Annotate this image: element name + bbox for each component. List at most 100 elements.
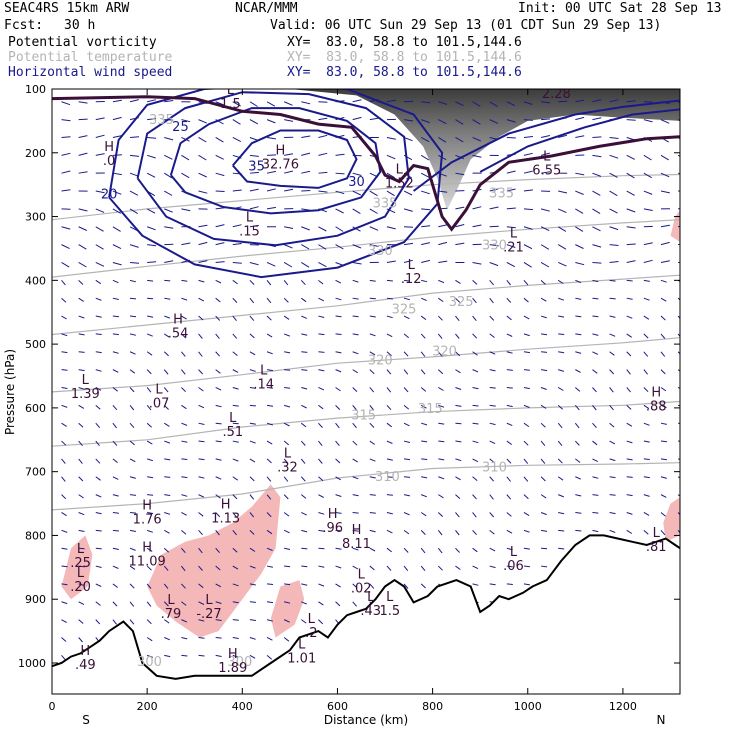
wind-vector: [557, 226, 567, 232]
wind-vector: [369, 117, 379, 121]
extremum-value: 1.13: [211, 511, 240, 526]
wind-vector: [455, 494, 461, 499]
wind-vector: [318, 134, 328, 138]
wind-vector: [369, 529, 376, 533]
wind-vector: [438, 241, 448, 246]
wind-vector: [232, 224, 242, 228]
wind-vector: [164, 154, 173, 160]
wind-vector: [540, 422, 546, 428]
forecast-label: Fcst:: [4, 18, 44, 33]
wind-vector: [61, 655, 66, 661]
wind-vector: [335, 244, 344, 250]
wind-vector: [369, 458, 376, 462]
wind-vector: [472, 333, 478, 339]
wind-vector: [249, 188, 259, 192]
wind-vector: [575, 333, 582, 336]
wind-vector: [506, 404, 513, 408]
wind-vector: [352, 405, 357, 411]
wind-vector: [592, 529, 599, 533]
theta-contour-335: [52, 173, 680, 221]
extremum-value: 2.28: [542, 87, 571, 102]
wind-vector: [472, 458, 479, 463]
wind-vector: [592, 387, 597, 393]
wind-vector: [541, 333, 548, 336]
extremum-marker: L: [77, 542, 85, 557]
wind-vector: [609, 494, 616, 496]
extremum-marker: L: [510, 545, 518, 560]
wind-vector: [352, 116, 362, 121]
wind-vector: [129, 333, 137, 336]
wind-vector: [283, 333, 290, 337]
wind-vector: [112, 333, 119, 336]
wind-vector: [266, 333, 273, 338]
wind-vector: [249, 369, 256, 372]
wind-vector: [609, 297, 616, 300]
extremum-marker: H: [228, 647, 238, 662]
extremum-marker: L: [367, 590, 375, 605]
wind-vector: [352, 369, 358, 374]
wind-vector: [198, 172, 207, 178]
extremum-value: 1.89: [218, 661, 247, 676]
wind-vector: [164, 494, 171, 496]
wind-vector: [506, 583, 513, 585]
wind-vector: [403, 154, 413, 161]
extremum-marker: H: [104, 140, 114, 155]
wind-vector: [455, 547, 460, 553]
wind-vector: [352, 172, 362, 176]
wind-vector: [95, 297, 102, 301]
wind-vector: [232, 530, 237, 536]
wind-vector: [609, 511, 616, 515]
wind-vector: [677, 494, 680, 497]
wind-vector: [318, 494, 324, 498]
wind-vector: [164, 315, 171, 319]
wind-vector: [249, 154, 259, 157]
wind-vector: [540, 135, 551, 138]
extremum-value: 11.09: [129, 555, 166, 570]
wind-vector: [678, 261, 680, 263]
extremum-marker: H: [173, 312, 183, 327]
wind-vector: [369, 387, 375, 393]
wind-vector: [352, 494, 359, 497]
wind-vector: [386, 226, 396, 230]
wind-vector: [146, 387, 152, 393]
wind-vector: [404, 226, 414, 228]
wind-vector: [335, 511, 342, 514]
extremum-marker: L: [308, 612, 316, 627]
y-tick-label: 100: [25, 83, 46, 96]
wind-vector: [198, 530, 203, 536]
wind-vector: [61, 512, 67, 517]
wind-vector: [78, 279, 84, 285]
wind-vector: [660, 422, 667, 425]
wind-vector: [489, 119, 499, 124]
wind-vector: [112, 135, 122, 138]
wind-vector: [386, 260, 396, 263]
wind-vector: [215, 565, 221, 571]
extremum-marker: L: [227, 83, 235, 98]
wind-vector: [198, 154, 207, 161]
wind-vector: [626, 440, 633, 444]
wind-vector: [95, 601, 101, 606]
wind-vector: [215, 154, 224, 160]
wind-vector: [609, 440, 616, 445]
wind-vector: [609, 476, 616, 479]
wind-vector: [403, 137, 413, 142]
wind-vector: [369, 369, 375, 375]
wind-vector: [112, 297, 119, 300]
wind-vector: [129, 565, 136, 570]
wind-vector: [78, 333, 85, 336]
wind-vector: [575, 529, 582, 532]
wind-vector: [506, 207, 516, 210]
wind-vector: [626, 529, 633, 534]
theta-label: 300: [228, 655, 253, 670]
wind-vector: [181, 351, 186, 357]
wind-vector: [558, 369, 565, 372]
wind-vector: [198, 404, 205, 409]
wind-vector: [95, 369, 102, 372]
wind-vector: [78, 369, 85, 372]
wind-vector: [112, 226, 121, 232]
wind-vector: [403, 279, 411, 282]
wind-vector: [318, 547, 325, 550]
wind-vector: [318, 529, 325, 532]
wind-vector: [403, 387, 409, 393]
wind-vector: [164, 172, 173, 179]
